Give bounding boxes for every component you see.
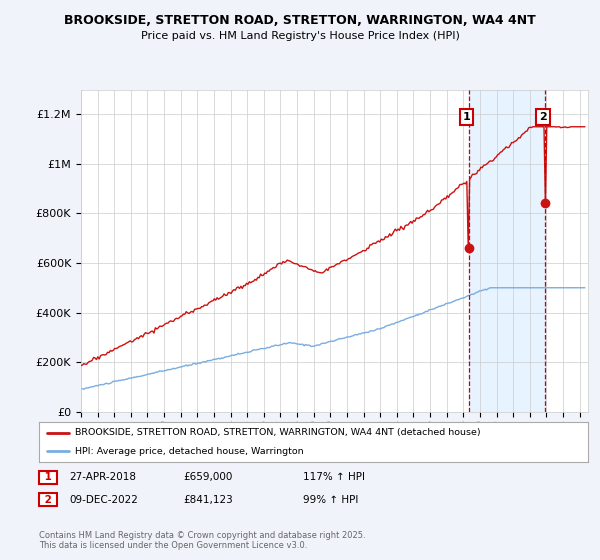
Text: £659,000: £659,000	[183, 472, 232, 482]
Text: HPI: Average price, detached house, Warrington: HPI: Average price, detached house, Warr…	[74, 447, 304, 456]
Text: 1: 1	[462, 112, 470, 122]
Text: 2: 2	[539, 112, 547, 122]
Text: BROOKSIDE, STRETTON ROAD, STRETTON, WARRINGTON, WA4 4NT (detached house): BROOKSIDE, STRETTON ROAD, STRETTON, WARR…	[74, 428, 481, 437]
Text: 117% ↑ HPI: 117% ↑ HPI	[303, 472, 365, 482]
Text: 27-APR-2018: 27-APR-2018	[69, 472, 136, 482]
Bar	[469, 90, 545, 412]
Text: BROOKSIDE, STRETTON ROAD, STRETTON, WARRINGTON, WA4 4NT: BROOKSIDE, STRETTON ROAD, STRETTON, WARR…	[64, 14, 536, 27]
Text: Contains HM Land Registry data © Crown copyright and database right 2025.
This d: Contains HM Land Registry data © Crown c…	[39, 531, 365, 550]
Text: 99% ↑ HPI: 99% ↑ HPI	[303, 494, 358, 505]
Text: 09-DEC-2022: 09-DEC-2022	[69, 494, 138, 505]
Text: Price paid vs. HM Land Registry's House Price Index (HPI): Price paid vs. HM Land Registry's House …	[140, 31, 460, 41]
Text: £841,123: £841,123	[183, 494, 233, 505]
Text: 2: 2	[41, 494, 55, 505]
Text: 1: 1	[41, 472, 55, 482]
